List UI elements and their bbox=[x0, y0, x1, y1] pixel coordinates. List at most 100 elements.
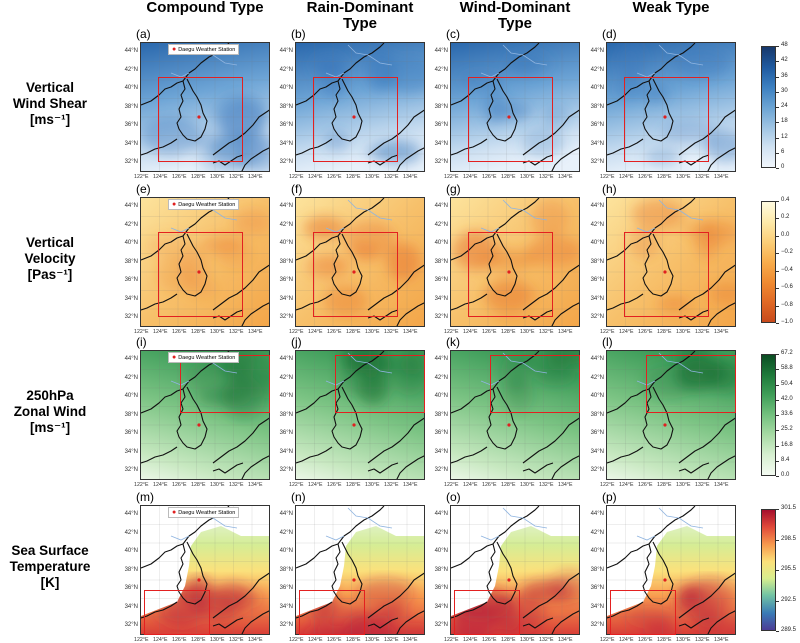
colorbar-tick-mark bbox=[776, 539, 779, 541]
station-marker bbox=[507, 423, 511, 427]
lat-tick-label: 36°N bbox=[124, 122, 138, 128]
panel-label: (g) bbox=[446, 182, 461, 196]
map-panel bbox=[606, 350, 736, 480]
panel-label: (m) bbox=[136, 490, 154, 504]
colorbar bbox=[761, 509, 776, 631]
station-marker bbox=[197, 423, 201, 427]
lat-tick-label: 34°N bbox=[124, 448, 138, 455]
row-label: Vertical Wind Shear [ms⁻¹] bbox=[0, 80, 100, 128]
panel-label: (h) bbox=[602, 182, 617, 196]
colorbar-tick-label: 301.5 bbox=[781, 505, 797, 511]
lon-tick-label: 122°E bbox=[600, 174, 615, 180]
lat-tick-label: 44°N bbox=[590, 511, 604, 517]
field-blob bbox=[235, 131, 269, 171]
coastline bbox=[296, 506, 385, 619]
lat-tick-label: 42°N bbox=[124, 66, 138, 73]
field-blob bbox=[312, 257, 350, 275]
lat-tick-label: 34°N bbox=[124, 140, 138, 147]
panel-label: (c) bbox=[446, 27, 460, 41]
lon-tick-label: 132°E bbox=[229, 637, 244, 643]
colorbar-tick-label: 298.5 bbox=[781, 535, 797, 542]
lon-tick-label: 126°E bbox=[482, 482, 497, 488]
lat-tick-label: 32°N bbox=[279, 314, 293, 320]
field-blob bbox=[480, 90, 507, 124]
field-blob bbox=[522, 128, 566, 158]
lon-tick-label: 134°E bbox=[714, 482, 729, 488]
field-blob bbox=[660, 120, 721, 145]
lon-tick-label: 122°E bbox=[289, 482, 304, 488]
lat-tick-label: 42°N bbox=[124, 374, 138, 381]
field-blob bbox=[482, 280, 537, 310]
legend-marker: ● bbox=[172, 354, 179, 361]
analysis-box bbox=[313, 77, 398, 162]
analysis-box bbox=[180, 355, 270, 413]
panel-label: (o) bbox=[446, 490, 461, 504]
field-blob bbox=[323, 130, 350, 152]
row-label-line: Vertical bbox=[25, 80, 75, 95]
colorbar-tick-label: 33.6 bbox=[781, 411, 793, 417]
border-line bbox=[636, 507, 704, 541]
border-line bbox=[480, 352, 548, 386]
lat-tick-label: 42°N bbox=[434, 529, 448, 536]
lat-tick-label: 32°N bbox=[434, 622, 448, 628]
row-label-line: [ms⁻¹] bbox=[29, 112, 71, 127]
coastline bbox=[212, 417, 269, 479]
colorbar-tick-mark bbox=[776, 354, 779, 355]
colorbar-tick-mark bbox=[776, 152, 779, 154]
column-title: Compound Type bbox=[146, 0, 264, 16]
colorbar-tick-mark bbox=[776, 91, 779, 93]
colorbar-tick-mark bbox=[776, 46, 779, 47]
lon-tick-label: 134°E bbox=[248, 329, 263, 335]
lon-tick-label: 124°E bbox=[463, 174, 478, 180]
lat-tick-label: 42°N bbox=[124, 529, 138, 536]
row-label-line: [Pas⁻¹] bbox=[27, 267, 73, 282]
field-blob bbox=[356, 577, 414, 610]
panel-label: (j) bbox=[291, 335, 302, 349]
lat-tick-label: 38°N bbox=[434, 566, 448, 573]
coastline bbox=[451, 506, 540, 619]
lon-tick-label: 122°E bbox=[600, 482, 615, 488]
row-label-line: Velocity bbox=[24, 251, 76, 266]
lat-tick-label: 40°N bbox=[279, 548, 293, 554]
map-panel bbox=[295, 197, 425, 327]
land-mask bbox=[141, 506, 269, 616]
field-blob bbox=[673, 47, 730, 80]
lon-tick-label: 132°E bbox=[539, 482, 554, 488]
row-label-line: Vertical bbox=[25, 235, 75, 250]
lon-tick-label: 132°E bbox=[695, 329, 710, 335]
coastline bbox=[367, 417, 424, 479]
colorbar-tick-label: −0.2 bbox=[781, 249, 793, 256]
lon-tick-label: 122°E bbox=[134, 174, 149, 180]
lat-tick-label: 32°N bbox=[434, 159, 448, 165]
lon-tick-label: 122°E bbox=[600, 637, 615, 643]
field-blob bbox=[543, 104, 570, 129]
map-panel bbox=[140, 505, 270, 635]
row-label-line: Temperature bbox=[9, 559, 91, 574]
field-blob bbox=[489, 592, 544, 634]
lon-tick-label: 124°E bbox=[153, 174, 168, 180]
colorbar bbox=[761, 46, 776, 168]
field-map bbox=[141, 43, 269, 171]
lat-tick-label: 40°N bbox=[279, 393, 293, 399]
colorbar-tick-label: 0.2 bbox=[781, 214, 790, 221]
lon-tick-label: 130°E bbox=[520, 174, 535, 180]
lat-tick-label: 40°N bbox=[279, 240, 293, 246]
lat-tick-label: 38°N bbox=[434, 258, 448, 265]
lat-tick-label: 44°N bbox=[279, 511, 293, 517]
lat-tick-label: 42°N bbox=[279, 374, 293, 381]
station-marker bbox=[197, 115, 201, 119]
lon-tick-label: 124°E bbox=[463, 482, 478, 488]
land-mask bbox=[296, 506, 424, 616]
lon-tick-label: 130°E bbox=[210, 329, 225, 335]
colorbar-tick-mark bbox=[776, 218, 779, 220]
field-map bbox=[296, 351, 424, 479]
colorbar-tick-mark bbox=[776, 201, 779, 202]
lon-tick-label: 126°E bbox=[482, 637, 497, 643]
colorbar-tick-mark bbox=[776, 270, 779, 272]
analysis-box bbox=[313, 232, 398, 317]
lon-tick-label: 132°E bbox=[695, 482, 710, 488]
lat-tick-label: 34°N bbox=[279, 140, 293, 147]
legend: ● Daegu Weather Station bbox=[168, 352, 240, 363]
panel-label: (e) bbox=[136, 182, 151, 196]
colorbar-tick-label: −0.4 bbox=[781, 266, 793, 273]
